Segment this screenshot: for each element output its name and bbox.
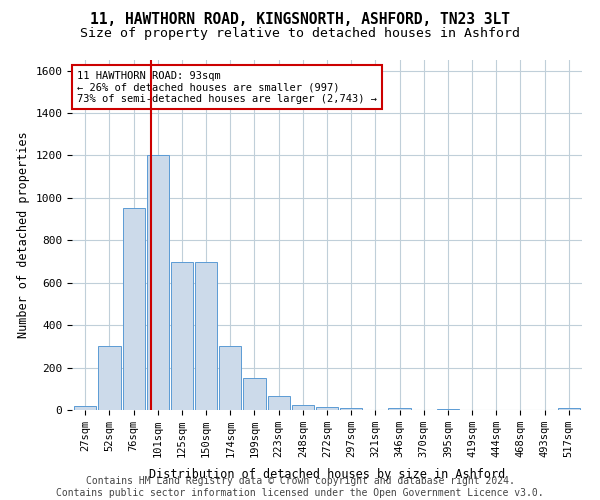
Y-axis label: Number of detached properties: Number of detached properties xyxy=(17,132,30,338)
Bar xyxy=(171,262,193,410)
Text: 11 HAWTHORN ROAD: 93sqm
← 26% of detached houses are smaller (997)
73% of semi-d: 11 HAWTHORN ROAD: 93sqm ← 26% of detache… xyxy=(77,70,377,104)
Bar xyxy=(219,346,241,410)
Bar xyxy=(292,404,314,410)
Bar xyxy=(98,346,121,410)
Bar xyxy=(122,208,145,410)
Bar xyxy=(557,408,580,410)
Bar xyxy=(388,408,410,410)
Bar xyxy=(437,409,459,410)
X-axis label: Distribution of detached houses by size in Ashford: Distribution of detached houses by size … xyxy=(149,468,505,481)
Bar xyxy=(146,156,169,410)
Text: 11, HAWTHORN ROAD, KINGSNORTH, ASHFORD, TN23 3LT: 11, HAWTHORN ROAD, KINGSNORTH, ASHFORD, … xyxy=(90,12,510,28)
Text: Contains HM Land Registry data © Crown copyright and database right 2024.
Contai: Contains HM Land Registry data © Crown c… xyxy=(56,476,544,498)
Bar xyxy=(195,262,217,410)
Bar xyxy=(268,396,290,410)
Bar xyxy=(340,408,362,410)
Text: Size of property relative to detached houses in Ashford: Size of property relative to detached ho… xyxy=(80,28,520,40)
Bar xyxy=(74,406,97,410)
Bar xyxy=(244,378,266,410)
Bar xyxy=(316,407,338,410)
